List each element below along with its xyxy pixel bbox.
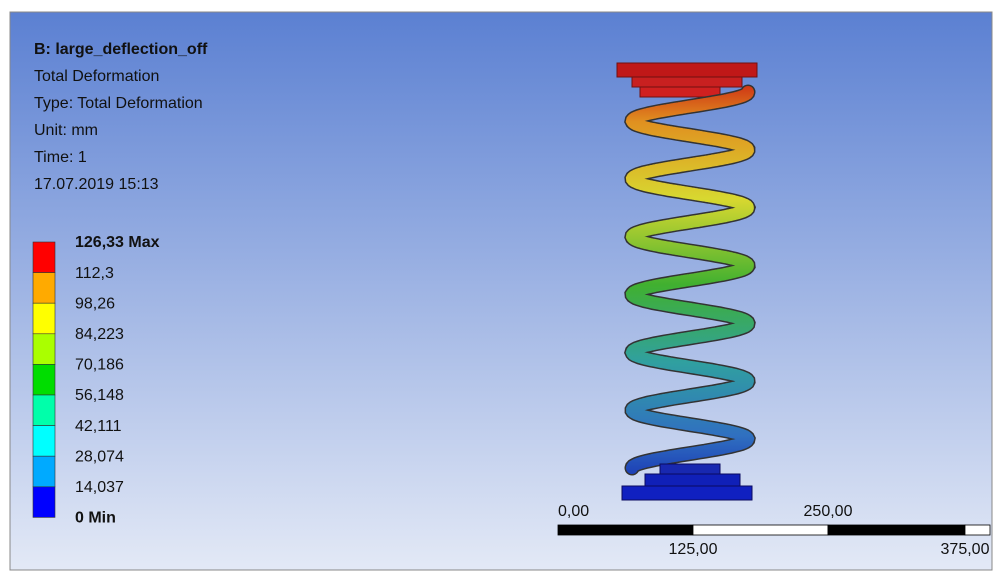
result-title: B: large_deflection_off [34,41,208,58]
scale-segment [693,525,828,535]
legend-label: 84,223 [75,326,124,343]
legend-color [33,334,55,365]
legend-label: 28,074 [75,448,124,465]
result-info: Total Deformation [34,68,159,85]
legend-label: 14,037 [75,479,124,496]
legend-label: 56,148 [75,387,124,404]
scale-label: 250,00 [804,503,853,520]
spring-end-plate [632,77,742,87]
spring-end-plate [622,486,752,500]
viewport: B: large_deflection_off Total Deformatio… [0,0,998,572]
legend-color [33,364,55,395]
scale-label: 375,00 [941,541,990,558]
scale-label: 125,00 [669,541,718,558]
legend-label: 70,186 [75,357,124,374]
legend-label: 126,33 Max [75,234,160,251]
legend-color [33,242,55,273]
legend-color [33,487,55,518]
result-info: Unit: mm [34,122,98,139]
legend-color [33,303,55,334]
spring-end-plate [640,87,720,97]
result-info: Time: 1 [34,149,87,166]
legend-color [33,426,55,457]
legend-label: 112,3 [75,265,114,282]
legend-color [33,456,55,487]
scale-segment [558,525,693,535]
page: B: large_deflection_off Total Deformatio… [0,0,998,572]
legend-color [33,395,55,426]
legend-color [33,273,55,304]
scale-segment [828,525,965,535]
result-info: 17.07.2019 15:13 [34,176,159,193]
scale-segment [965,525,990,535]
spring-end-plate [645,474,740,486]
legend-label: 42,111 [75,418,122,435]
scale-label: 0,00 [558,503,589,520]
legend-label: 0 Min [75,510,116,527]
result-info: Type: Total Deformation [34,95,203,112]
spring-end-plate [660,464,720,474]
legend-label: 98,26 [75,295,115,312]
spring-end-plate [617,63,757,77]
